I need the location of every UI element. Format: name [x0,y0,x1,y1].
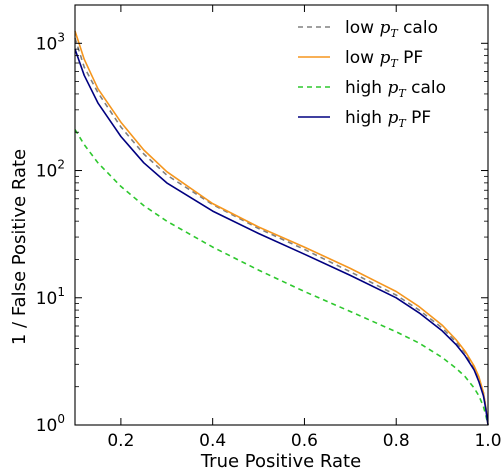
series-line-1 [74,30,489,426]
series-line-0 [74,37,489,426]
y-tick-label: 102 [36,158,65,182]
x-tick-label: 0.8 [383,431,410,451]
legend-label-3: high pT PF [345,108,431,130]
y-tick-label: 101 [36,285,65,309]
y-axis-label: 1 / False Positive Rate [9,149,30,345]
plot-frame [74,4,489,426]
plot-border [74,4,489,426]
legend: low pT calo low pT PF high pT calo high pT … [298,18,446,130]
x-tick-label: 0.4 [199,431,226,451]
y-axis-ticks: 100 101 102 103 [36,4,488,436]
series-line-3 [74,48,489,426]
y-tick-label: 100 [36,412,65,436]
x-tick-label: 0.2 [107,431,134,451]
legend-label-2: high pT calo [345,78,446,100]
x-axis-ticks: 0.2 0.4 0.6 0.8 1.0 [107,5,502,451]
legend-label-1: low pT PF [345,48,423,70]
series-line-2 [74,129,489,426]
legend-label-0: low pT calo [345,18,438,40]
x-tick-label: 0.6 [291,431,318,451]
y-tick-label: 103 [36,30,65,54]
curves-layer [74,30,489,426]
x-axis-label: True Positive Rate [200,451,361,472]
x-tick-label: 1.0 [474,431,501,451]
